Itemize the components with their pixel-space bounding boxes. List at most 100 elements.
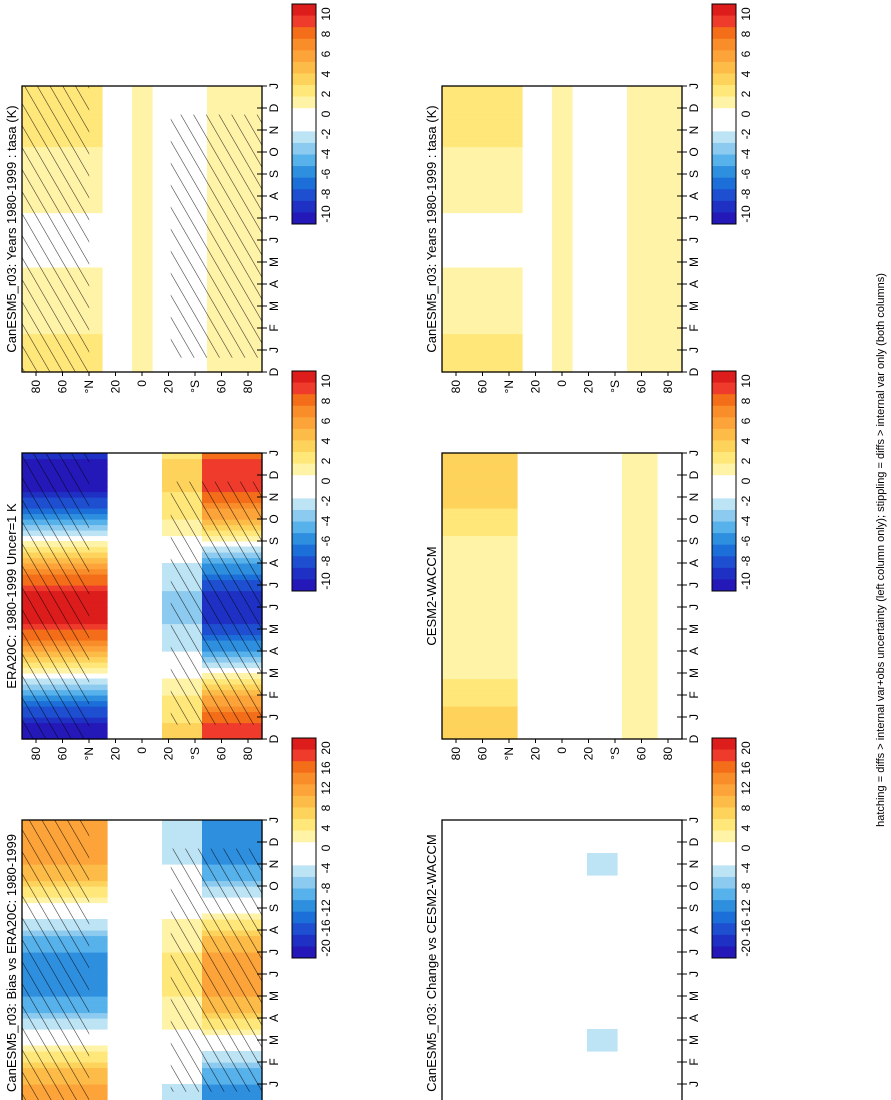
field-cell-3	[87, 508, 93, 515]
field-cell-2	[472, 207, 478, 214]
field-cell-1	[137, 366, 143, 373]
field-cell-3	[172, 728, 178, 735]
field-cell-2	[557, 251, 563, 258]
field-cell-3	[102, 579, 108, 586]
field-cell-2	[652, 135, 658, 142]
field-cell-2	[657, 168, 663, 175]
field-cell-2	[662, 267, 668, 274]
field-cell-2	[632, 212, 638, 219]
field-cell-2	[442, 366, 448, 373]
field-cell-2	[552, 141, 558, 148]
field-cell-1	[142, 262, 148, 269]
field-cell-2	[502, 157, 508, 164]
field-cell-3	[162, 519, 168, 526]
field-cell-3	[102, 480, 108, 487]
colorbar-swatch	[292, 166, 316, 179]
field-cell-2	[482, 102, 488, 109]
field-cell-2	[487, 86, 493, 93]
field-cell-2	[667, 311, 673, 318]
field-cell-2	[492, 91, 498, 98]
field-cell-3	[97, 629, 103, 636]
field-cell-2	[452, 295, 458, 302]
field-cell-3	[167, 689, 173, 696]
field-cell-2	[477, 295, 483, 302]
field-cell-2	[507, 322, 513, 329]
field-cell-3	[162, 563, 168, 570]
field-cell-2	[652, 366, 658, 373]
field-cell-3	[102, 678, 108, 685]
field-cell-2	[442, 300, 448, 307]
field-cell-3	[192, 469, 198, 476]
field-cell-2	[507, 108, 513, 115]
field-cell-2	[442, 86, 448, 93]
field-cell-3	[87, 623, 93, 630]
field-cell-2	[487, 278, 493, 285]
field-cell-2	[467, 295, 473, 302]
colorbar-swatch	[292, 61, 316, 74]
field-cell-2	[657, 295, 663, 302]
field-cell-2	[447, 201, 453, 208]
field-cell-2	[467, 289, 473, 296]
field-cell-2	[557, 157, 563, 164]
field-cell-2	[632, 339, 638, 346]
field-cell-2	[667, 146, 673, 153]
field-cell-2	[452, 201, 458, 208]
field-cell-2	[487, 190, 493, 197]
field-cell-3	[162, 689, 168, 696]
field-cell-2	[567, 306, 573, 313]
field-cell-4	[442, 651, 448, 658]
field-cell-2	[492, 355, 498, 362]
field-cell-1	[137, 273, 143, 280]
colorbar-swatch	[712, 177, 736, 190]
field-cell-2	[642, 196, 648, 203]
field-cell-2	[672, 311, 678, 318]
colorbar-swatch	[292, 486, 316, 499]
field-cell-2	[517, 207, 523, 214]
colorbar-swatch	[712, 50, 736, 63]
field-cell-2	[677, 273, 683, 280]
month-label: D	[267, 734, 281, 743]
lat-label: 60	[635, 380, 649, 394]
field-cell-1	[207, 91, 213, 98]
month-label: J	[267, 604, 281, 610]
field-cell-3	[92, 651, 98, 658]
field-cell-1	[142, 130, 148, 137]
field-cell-1	[92, 146, 98, 153]
field-cell-2	[477, 102, 483, 109]
field-cell-2	[557, 344, 563, 351]
field-cell-2	[552, 163, 558, 170]
field-cell-2	[442, 201, 448, 208]
field-cell-3	[237, 733, 243, 740]
field-cell-3	[217, 453, 223, 460]
field-cell-3	[162, 574, 168, 581]
field-cell-2	[512, 289, 518, 296]
field-cell-2	[562, 273, 568, 280]
field-cell-2	[647, 108, 653, 115]
field-cell-3	[177, 453, 183, 460]
field-cell-2	[517, 300, 523, 307]
field-cell-2	[457, 152, 463, 159]
field-cell-3	[167, 645, 173, 652]
field-cell-2	[442, 207, 448, 214]
field-cell-2	[567, 119, 573, 126]
month-label: N	[267, 493, 281, 502]
field-cell-2	[467, 273, 473, 280]
field-cell-2	[517, 278, 523, 285]
field-cell-1	[212, 97, 218, 104]
field-cell-3	[242, 458, 248, 465]
colorbar-swatch	[712, 212, 736, 225]
field-cell-2	[467, 207, 473, 214]
field-cell-4	[442, 667, 448, 674]
field-cell-2	[517, 366, 523, 373]
field-cell-2	[517, 135, 523, 142]
field-cell-1	[142, 355, 148, 362]
field-cell-3	[92, 733, 98, 740]
field-cell-1	[142, 234, 148, 241]
field-cell-2	[632, 152, 638, 159]
field-cell-2	[662, 322, 668, 329]
field-cell-1	[87, 179, 93, 186]
field-cell-2	[647, 295, 653, 302]
field-cell-1	[97, 146, 103, 153]
field-cell-3	[182, 453, 188, 460]
field-cell-3	[102, 667, 108, 674]
